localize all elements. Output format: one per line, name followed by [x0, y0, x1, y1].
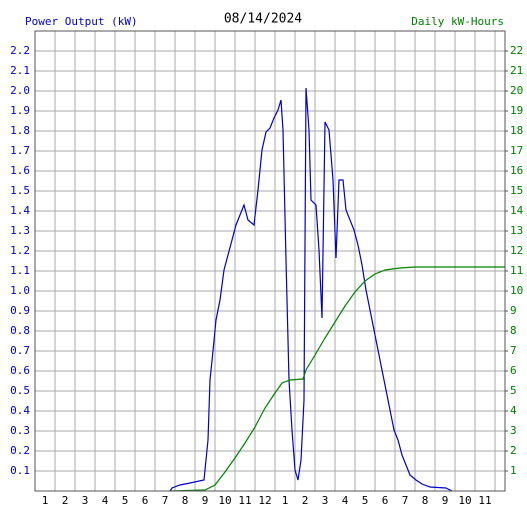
y-tick-label: 1.1: [10, 264, 30, 277]
x-tick-label: 6: [382, 494, 389, 507]
y-tick-label: 0.5: [10, 384, 30, 397]
y-tick-label: 0.2: [10, 444, 30, 457]
x-tick-label: 1: [42, 494, 49, 507]
grid: [35, 31, 505, 491]
y-tick-label: 1.6: [10, 164, 30, 177]
y-tick-label: 0.4: [10, 404, 30, 417]
y-tick-label: 1.4: [10, 204, 30, 217]
y-tick-label: 0.6: [10, 364, 30, 377]
y2-tick-label: 6: [510, 364, 517, 377]
x-tick-label: 7: [402, 494, 409, 507]
series-line: [169, 87, 453, 492]
x-tick-label: 11: [478, 494, 491, 507]
plot: [169, 87, 505, 492]
y2-tick-label: 19: [510, 104, 523, 117]
x-tick-label: 3: [322, 494, 329, 507]
y-tick-label: 0.1: [10, 464, 30, 477]
y2-tick-label: 20: [510, 84, 523, 97]
y2-tick-label: 13: [510, 224, 523, 237]
y2-tick-label: 15: [510, 184, 523, 197]
x-tick-label: 8: [182, 494, 189, 507]
y-axis-label: Power Output (kW): [25, 15, 138, 28]
plot-border: [34, 30, 506, 492]
y2-tick-label: 9: [510, 304, 517, 317]
y-tick-label: 0.9: [10, 304, 30, 317]
x-tick-label: 8: [422, 494, 429, 507]
y-tick-label: 1.5: [10, 184, 30, 197]
y-tick-label: 1.0: [10, 284, 30, 297]
x-tick-label: 2: [62, 494, 69, 507]
y2-tick-label: 12: [510, 244, 523, 257]
y2-tick-label: 10: [510, 284, 523, 297]
x-tick-label: 10: [218, 494, 231, 507]
y2-tick-label: 21: [510, 64, 523, 77]
x-tick-label: 4: [342, 494, 349, 507]
y2-tick-label: 22: [510, 44, 523, 57]
y-tick-label: 1.2: [10, 244, 30, 257]
x-tick-label: 6: [142, 494, 149, 507]
y2-tick-label: 17: [510, 144, 523, 157]
x-tick-label: 11: [238, 494, 251, 507]
y2-tick-label: 1: [510, 464, 517, 477]
x-tick-label: 1: [282, 494, 289, 507]
x-tick-label: 7: [162, 494, 169, 507]
y-tick-label: 2.0: [10, 84, 30, 97]
y2-tick-label: 8: [510, 324, 517, 337]
y-tick-label: 0.3: [10, 424, 30, 437]
y2-tick-label: 7: [510, 344, 517, 357]
x-tick-label: 10: [458, 494, 471, 507]
y-tick-label: 1.7: [10, 144, 30, 157]
y2-tick-label: 14: [510, 204, 524, 217]
x-tick-label: 12: [258, 494, 271, 507]
y2-tick-label: 2: [510, 444, 517, 457]
x-tick-label: 5: [122, 494, 129, 507]
x-tick-label: 3: [82, 494, 89, 507]
y2-tick-label: 5: [510, 384, 517, 397]
y-tick-label: 1.9: [10, 104, 30, 117]
y2-axis-label: Daily kW-Hours: [411, 15, 504, 28]
x-tick-label: 9: [202, 494, 209, 507]
y-tick-label: 1.8: [10, 124, 30, 137]
series-line: [169, 266, 505, 492]
x-tick-label: 4: [102, 494, 109, 507]
x-tick-label: 2: [302, 494, 309, 507]
x-tick-label: 9: [442, 494, 449, 507]
y2-tick-label: 3: [510, 424, 517, 437]
y-tick-label: 2.2: [10, 44, 30, 57]
y2-tick-label: 16: [510, 164, 523, 177]
y-tick-label: 1.3: [10, 224, 30, 237]
x-tick-label: 5: [362, 494, 369, 507]
y-tick-label: 0.8: [10, 324, 30, 337]
y2-tick-label: 4: [510, 404, 517, 417]
y2-tick-label: 11: [510, 264, 523, 277]
y-tick-label: 0.7: [10, 344, 30, 357]
chart-title: 08/14/2024: [224, 12, 302, 27]
y2-tick-label: 18: [510, 124, 523, 137]
y-tick-label: 2.1: [10, 64, 30, 77]
